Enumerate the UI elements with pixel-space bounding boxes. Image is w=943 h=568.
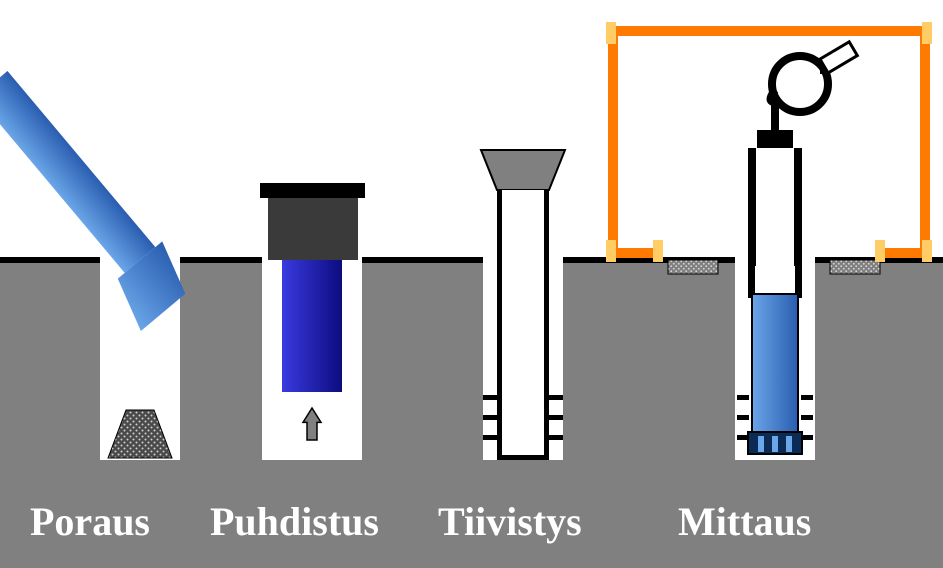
seal-ridge-r-2 — [549, 435, 563, 440]
sensor-wall-l — [748, 260, 755, 298]
sensor-ridge-r-0 — [801, 395, 813, 400]
diagram-stage: Poraus Puhdistus Tiivistys Mittaus — [0, 0, 943, 568]
label-mittaus: Mittaus — [678, 498, 811, 545]
hood-joint-5 — [875, 240, 885, 262]
sensor-wall-r — [795, 260, 802, 298]
sensor-slot-2 — [786, 436, 792, 452]
label-tiivistys: Tiivistys — [438, 498, 582, 545]
seal-ridge-l-2 — [483, 435, 497, 440]
label-puhdistus: Puhdistus — [210, 498, 379, 545]
sensor-ridge-l-0 — [737, 395, 749, 400]
seal-ridge-r-1 — [549, 415, 563, 420]
sensor-ridge-r-1 — [801, 415, 813, 420]
ground-line-seg-1 — [180, 257, 262, 263]
sensor-slot-0 — [758, 436, 764, 452]
hood-joint-1 — [922, 22, 932, 44]
funnel-icon — [481, 150, 565, 190]
ground-line-seg-2 — [362, 257, 483, 263]
hood-joint-3 — [922, 240, 932, 262]
sensor-body-icon — [752, 294, 798, 440]
label-poraus: Poraus — [30, 498, 150, 545]
hood-joint-4 — [653, 240, 663, 262]
hose-feed — [771, 90, 776, 102]
vacuum-body-icon — [282, 260, 342, 392]
sensor-ridge-l-2 — [737, 435, 749, 440]
base-pad-0 — [668, 260, 718, 274]
ground-line-seg-0 — [0, 257, 100, 263]
probe-inner — [756, 148, 794, 266]
seal-tube-inner — [502, 190, 544, 455]
seal-ridge-l-0 — [483, 395, 497, 400]
hood-joint-0 — [606, 22, 616, 44]
seal-ridge-r-0 — [549, 395, 563, 400]
hood-joint-2 — [606, 240, 616, 262]
sensor-slot-1 — [772, 436, 778, 452]
sensor-ridge-r-2 — [801, 435, 813, 440]
base-pad-1 — [830, 260, 880, 274]
vacuum-head-icon — [268, 198, 358, 260]
probe-cap — [757, 130, 793, 148]
seal-ridge-l-1 — [483, 415, 497, 420]
diagram-svg — [0, 0, 943, 568]
sensor-ridge-l-1 — [737, 415, 749, 420]
vacuum-cap-icon — [260, 183, 365, 198]
